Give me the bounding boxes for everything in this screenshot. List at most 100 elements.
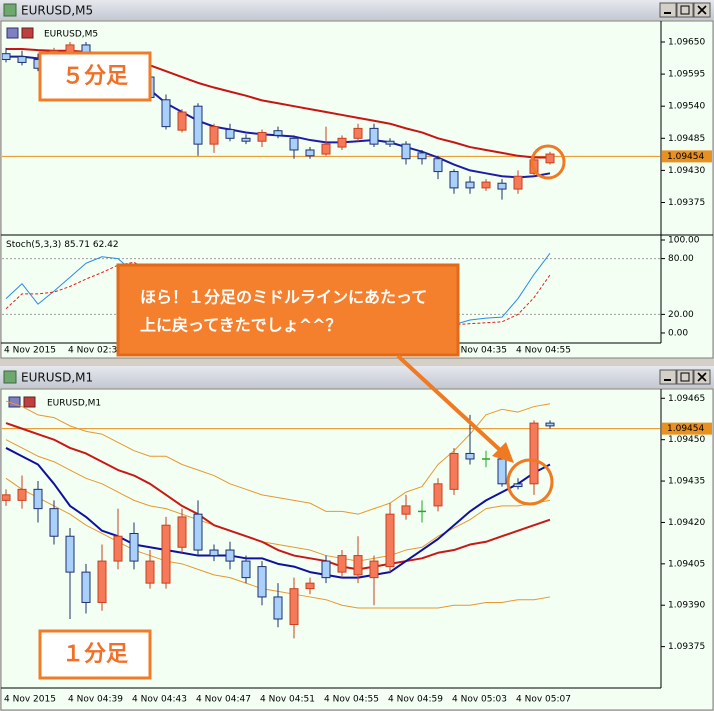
callout-text: ほら！１分足のミドルラインにあたって bbox=[140, 288, 427, 307]
candle-body bbox=[113, 535, 123, 562]
candle-body bbox=[529, 422, 539, 485]
label-m5: ５分足 bbox=[62, 64, 128, 89]
y-tick-label: 1.09375 bbox=[668, 198, 705, 208]
candle-body bbox=[433, 483, 443, 507]
x-tick-label: 4 Nov 2015 bbox=[4, 346, 56, 356]
candle-body bbox=[241, 560, 251, 579]
candle-body bbox=[33, 488, 43, 510]
candle-body bbox=[225, 129, 235, 139]
indicator-label: Stoch(5,3,3) 85.71 62.42 bbox=[6, 240, 119, 250]
candle-body bbox=[49, 508, 59, 537]
title-bar bbox=[0, 0, 714, 20]
y-tick-label: 1.09405 bbox=[668, 559, 705, 569]
maximize-button[interactable] bbox=[676, 2, 694, 18]
y-tick-label: 0.00 bbox=[668, 328, 688, 338]
x-tick-label: 4 Nov 04:39 bbox=[68, 695, 123, 705]
y-tick-label: 1.09390 bbox=[668, 601, 705, 611]
candle-body bbox=[545, 153, 555, 164]
candle-body bbox=[225, 549, 235, 562]
candle-body bbox=[177, 111, 187, 131]
x-tick-label: 4 Nov 04:55 bbox=[324, 695, 379, 705]
candle-body bbox=[481, 181, 491, 189]
callout-text: 上に戻ってきたでしょ^^？ bbox=[140, 316, 342, 335]
label-box bbox=[38, 51, 152, 102]
arrow-head bbox=[492, 442, 514, 463]
y-tick-label: 1.09375 bbox=[668, 642, 705, 652]
candle-body bbox=[513, 483, 523, 488]
annotations: ５分足 １分足 ほら！１分足のミドルラインにあたって 上に戻ってきたでしょ^^？ bbox=[38, 51, 566, 680]
current-price-label: 1.09454 bbox=[667, 152, 704, 162]
maximize-button[interactable] bbox=[676, 369, 694, 385]
candle-body bbox=[401, 505, 411, 515]
y-tick-label: 1.09540 bbox=[668, 102, 705, 112]
x-tick-label: 4 Nov 04:35 bbox=[452, 346, 507, 356]
minimize-button[interactable] bbox=[659, 369, 677, 385]
y-tick-label: 1.09595 bbox=[668, 70, 705, 80]
window-title: EURUSD,M5 bbox=[21, 4, 93, 18]
candle-body bbox=[193, 513, 203, 551]
arrow bbox=[396, 354, 502, 452]
y-tick-label: 100.00 bbox=[668, 235, 700, 245]
candle-body bbox=[385, 513, 395, 568]
candle-body bbox=[129, 532, 139, 562]
chart-icon bbox=[21, 27, 34, 39]
candle-body bbox=[273, 596, 283, 620]
indicator-line bbox=[5, 447, 551, 579]
window-icon bbox=[3, 370, 17, 384]
candle-body bbox=[17, 56, 27, 63]
candle-body bbox=[449, 171, 459, 189]
label-box bbox=[38, 629, 152, 680]
minimize-button[interactable] bbox=[659, 2, 677, 18]
indicator-line bbox=[5, 439, 551, 562]
candle-body bbox=[161, 99, 171, 128]
callout-box bbox=[116, 263, 460, 357]
window-buttons[interactable] bbox=[659, 2, 711, 18]
chart-icon bbox=[23, 396, 36, 408]
current-price-box bbox=[662, 150, 712, 163]
candle-body bbox=[209, 126, 219, 145]
candle-body bbox=[289, 137, 299, 151]
indicator-value: 62.42 bbox=[93, 240, 119, 250]
y-tick-label: 1.09430 bbox=[668, 166, 705, 176]
x-tick-label: 4 Nov 04:51 bbox=[260, 695, 315, 705]
candle-body bbox=[465, 452, 475, 460]
candle-body bbox=[497, 182, 507, 190]
candle-body bbox=[17, 488, 27, 501]
axes-m1: 1.09465 1.09450 1.09435 1.09420 1.09405 1.093… bbox=[4, 394, 712, 705]
candle-body bbox=[449, 452, 459, 490]
candle-body bbox=[81, 571, 91, 603]
candle-body bbox=[289, 588, 299, 626]
window-icon bbox=[3, 3, 17, 17]
plot-m1 bbox=[2, 400, 660, 639]
candle-body bbox=[257, 131, 267, 142]
candle-body bbox=[241, 137, 251, 142]
label-m1: １分足 bbox=[62, 642, 128, 667]
chart-icon bbox=[6, 27, 19, 39]
indicator-line bbox=[5, 400, 551, 515]
y-tick-label: 1.09465 bbox=[668, 394, 705, 404]
x-tick-label: 4 Nov 05:07 bbox=[516, 695, 571, 705]
y-tick-label: 80.00 bbox=[668, 254, 694, 264]
highlight-circle bbox=[530, 144, 566, 180]
candle-body bbox=[161, 524, 171, 584]
y-tick-label: 1.09420 bbox=[668, 518, 705, 528]
candle-body bbox=[385, 140, 395, 145]
indicator-line bbox=[5, 422, 551, 571]
candle-body bbox=[353, 127, 363, 139]
window-buttons[interactable] bbox=[659, 369, 711, 385]
x-tick-label: 4 Nov 05:03 bbox=[452, 695, 507, 705]
candle-body bbox=[417, 152, 427, 160]
candle-body bbox=[305, 582, 315, 590]
candle-body bbox=[337, 555, 347, 573]
candle-body bbox=[145, 560, 155, 584]
candle-body bbox=[97, 560, 107, 603]
candle-body bbox=[305, 149, 315, 157]
current-price-box bbox=[662, 422, 712, 435]
current-price-label: 1.09454 bbox=[667, 424, 704, 434]
y-tick-label: 1.09435 bbox=[668, 477, 705, 487]
x-tick-label: 4 Nov 04:43 bbox=[132, 695, 187, 705]
x-tick-label: 4 Nov 04:59 bbox=[388, 695, 443, 705]
candle-body bbox=[465, 181, 475, 189]
